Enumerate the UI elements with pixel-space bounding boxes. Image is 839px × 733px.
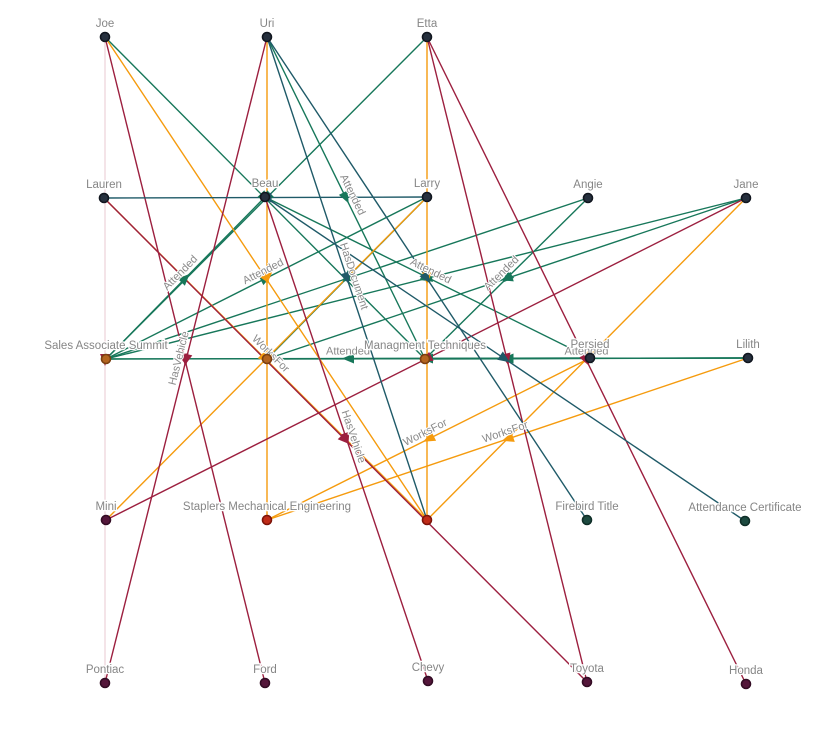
edge-arrow [340,271,350,285]
edge-arrow [500,271,514,282]
graph-node-x2[interactable] [261,353,273,365]
node-label: Etta [417,18,438,30]
graph-node-etta[interactable] [421,31,433,43]
edge-label-attended: Attended [564,345,608,357]
edge-arrow [501,432,515,442]
node-label: Firebird Title [555,501,618,513]
graph-node-x4[interactable] [421,514,433,526]
graph-node-staplers-mechanical-engineering[interactable] [261,514,273,526]
node-label: Chevy [412,662,445,674]
edge-arrow [258,270,270,284]
node-label: Ford [253,664,277,676]
edge-arrow [419,270,431,284]
graph-node-beau[interactable] [259,191,271,203]
graph-node-mini[interactable] [100,514,112,526]
graph-node-honda[interactable] [740,678,752,690]
node-label: Uri [260,18,275,30]
node-label: Attendance Certificate [688,502,801,514]
edge-arrow [497,351,510,363]
graph-node-angie[interactable] [582,192,594,204]
node-label: Managment Techniques [364,340,486,352]
edge-arrow [338,190,349,204]
nodes-layer [98,31,754,690]
node-label: Persied [571,339,610,351]
graph-node-persied[interactable] [584,352,596,364]
graph-node-jane[interactable] [740,192,752,204]
node-label: Larry [414,178,440,190]
graph-node-lilith[interactable] [742,352,754,364]
node-label: Angie [573,179,602,191]
node-label: Beau [252,178,279,190]
node-label: Lilith [736,339,760,351]
node-label: Lauren [86,179,122,191]
node-label: Joe [96,18,115,30]
edge-arrow [182,352,193,366]
node-label: Pontiac [86,664,125,676]
graph-node-pontiac[interactable] [99,677,111,689]
node-label: Sales Associate Summit [44,340,168,352]
edge-arrow [423,431,437,442]
node-label: Jane [734,179,759,191]
node-label: Mini [95,501,116,513]
graph-node-sales-associate-summit[interactable] [100,353,112,365]
graph-node-ford[interactable] [259,677,271,689]
edge-label-attended: Attended [326,345,370,357]
graph-node-chevy[interactable] [422,675,434,687]
node-label: Honda [729,665,763,677]
edge-arrow [177,273,190,286]
graph-node-uri[interactable] [261,31,273,43]
graph-node-attendance-certificate[interactable] [739,515,751,527]
edge-arrow [337,432,350,445]
graph-node-joe[interactable] [99,31,111,43]
graph-node-lauren[interactable] [98,192,110,204]
node-label: Staplers Mechanical Engineering [183,501,351,513]
graph-node-larry[interactable] [421,191,433,203]
node-label: Toyota [570,663,604,675]
node-labels-layer: Joe Uri Etta Lauren Beau Larry Angie Jane Sales … [43,17,803,679]
edge-arrow [342,353,355,364]
graph-node-firebird-title[interactable] [581,514,593,526]
graph-node-toyota[interactable] [581,676,593,688]
graph-node-managment-techniques[interactable] [419,353,431,365]
